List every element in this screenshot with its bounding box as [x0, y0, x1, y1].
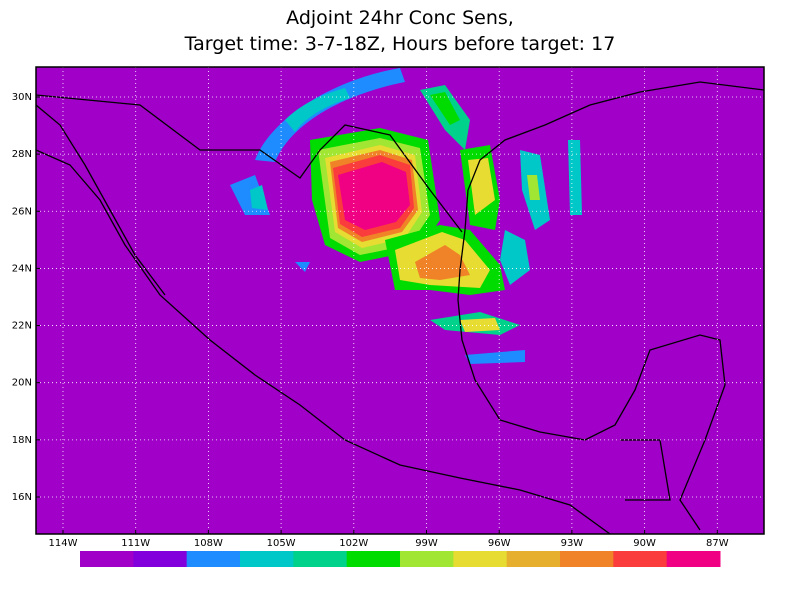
lat-label: 24N — [12, 263, 32, 274]
colorbar-swatch — [133, 551, 188, 567]
lat-label: 30N — [12, 92, 32, 103]
lat-label: 22N — [12, 321, 32, 332]
colorbar-swatch — [346, 551, 401, 567]
plot-frame — [35, 66, 765, 535]
lon-label: 99W — [415, 538, 438, 549]
colorbar-swatch — [293, 551, 348, 567]
lon-label: 114W — [49, 538, 78, 549]
colorbar-swatch — [240, 551, 294, 567]
contours — [230, 68, 582, 364]
lon-label: 108W — [194, 538, 223, 549]
title-line: Adjoint 24hr Conc Sens, — [286, 7, 514, 29]
lon-label: 111W — [121, 538, 150, 549]
colorbar-swatch — [613, 551, 668, 567]
lon-label: 87W — [706, 538, 729, 549]
lon-label: 102W — [339, 538, 368, 549]
colorbar-swatch — [453, 551, 508, 567]
colorbar-swatch — [80, 551, 134, 567]
title-line: Target time: 3-7-18Z, Hours before targe… — [184, 33, 616, 55]
lat-label: 26N — [12, 206, 32, 217]
colorbar-swatch — [666, 551, 721, 567]
lat-label: 16N — [12, 492, 32, 503]
lon-label: 105W — [267, 538, 296, 549]
lon-label: 96W — [488, 538, 511, 549]
colorbar-swatch — [186, 551, 241, 567]
colorbar-swatch — [400, 551, 454, 567]
lat-label: 28N — [12, 149, 32, 160]
lat-label: 18N — [12, 435, 32, 446]
lon-label: 93W — [561, 538, 584, 549]
lat-label: 20N — [12, 378, 32, 389]
colorbar-swatch — [560, 551, 614, 567]
colorbar-swatch — [506, 551, 561, 567]
graticule — [36, 67, 764, 534]
coastlines — [36, 81, 764, 534]
lon-label: 90W — [633, 538, 656, 549]
